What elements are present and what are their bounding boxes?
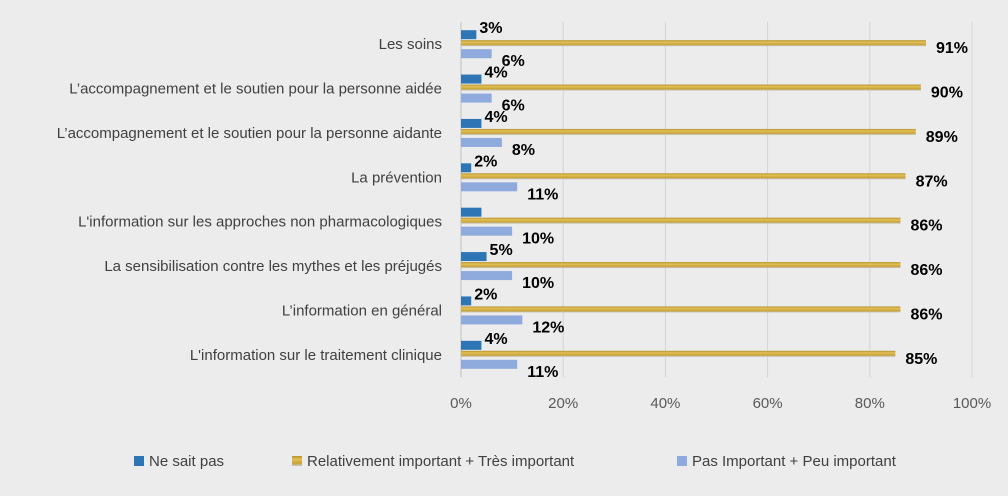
x-tick-label: 80%	[855, 395, 885, 412]
bar-ne-sait-pas	[461, 207, 482, 217]
bar-pas-important	[461, 226, 513, 236]
legend-swatch	[292, 456, 302, 466]
bar-ne-sait-pas	[461, 74, 482, 84]
data-label: 10%	[522, 275, 554, 292]
data-label: 11%	[527, 364, 558, 381]
category-label: L'information sur le traitement clinique	[190, 347, 442, 364]
bar-important	[461, 128, 916, 135]
bar-ne-sait-pas	[461, 163, 472, 173]
bar-important	[461, 262, 901, 269]
data-label: 90%	[931, 85, 963, 102]
category-label: La sensibilisation contre les mythes et …	[104, 258, 442, 275]
data-label: 86%	[910, 306, 942, 323]
data-label: 3%	[479, 20, 502, 37]
data-label: 6%	[502, 53, 525, 70]
category-label: La prévention	[351, 169, 442, 186]
data-label: 2%	[474, 153, 497, 170]
legend-label: Ne sait pas	[149, 453, 224, 470]
bar-ne-sait-pas	[461, 30, 477, 40]
bar-important	[461, 306, 901, 313]
category-label: L'information sur les approches non phar…	[78, 214, 442, 231]
bar-pas-important	[461, 137, 502, 147]
bar-ne-sait-pas	[461, 118, 482, 128]
data-label: 12%	[532, 319, 564, 336]
bar-pas-important	[461, 359, 518, 369]
legend-swatch	[677, 456, 687, 466]
legend-label: Pas Important + Peu important	[692, 453, 897, 470]
bar-ne-sait-pas	[461, 296, 472, 306]
x-tick-label: 100%	[953, 395, 991, 412]
data-label: 87%	[916, 173, 948, 190]
bar-ne-sait-pas	[461, 252, 487, 262]
x-tick-label: 40%	[650, 395, 680, 412]
x-tick-label: 20%	[548, 395, 578, 412]
bar-pas-important	[461, 271, 513, 281]
data-label: 89%	[926, 129, 958, 146]
category-label: L’accompagnement et le soutien pour la p…	[69, 81, 442, 98]
category-label: Les soins	[379, 36, 442, 53]
data-label: 6%	[502, 98, 525, 115]
data-label: 5%	[490, 242, 513, 259]
bar-important	[461, 217, 901, 224]
x-tick-label: 60%	[753, 395, 783, 412]
data-label: 2%	[474, 286, 497, 303]
x-tick-label: 0%	[450, 395, 472, 412]
data-label: 8%	[512, 142, 535, 159]
data-label: 86%	[910, 262, 942, 279]
data-label: 4%	[484, 109, 507, 126]
data-label: 91%	[936, 40, 968, 57]
category-label: L’accompagnement et le soutien pour la p…	[57, 125, 442, 142]
bar-important	[461, 84, 921, 91]
bar-important	[461, 350, 896, 357]
bar-ne-sait-pas	[461, 340, 482, 350]
data-label: 10%	[522, 231, 554, 248]
data-label: 4%	[484, 65, 507, 82]
category-label: L’information en général	[282, 302, 442, 319]
legend-swatch	[134, 456, 144, 466]
data-label: 4%	[484, 331, 507, 348]
data-label: 86%	[910, 218, 942, 235]
data-label: 11%	[527, 186, 558, 203]
legend-label: Relativement important + Très important	[307, 453, 575, 470]
data-label: 85%	[905, 351, 937, 368]
bar-pas-important	[461, 315, 523, 325]
bar-pas-important	[461, 182, 518, 192]
bar-pas-important	[461, 49, 492, 59]
bar-important	[461, 40, 927, 47]
bar-pas-important	[461, 93, 492, 103]
bar-important	[461, 173, 906, 180]
